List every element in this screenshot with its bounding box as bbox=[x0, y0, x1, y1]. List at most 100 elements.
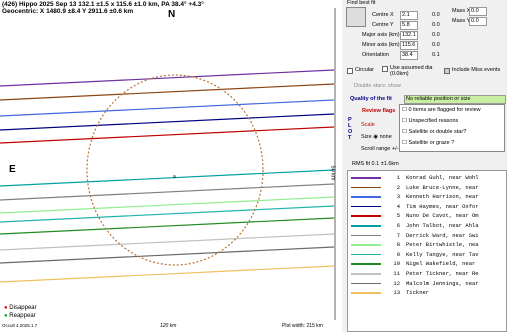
chord bbox=[0, 126, 335, 144]
check-label: Include Miss events bbox=[452, 67, 501, 73]
fit-ellipse bbox=[86, 74, 264, 266]
observer-text: Kenneth Harrison, near bbox=[406, 193, 479, 201]
east: E bbox=[9, 164, 16, 175]
footer-left: Occult 4.2025.1.7 bbox=[2, 323, 38, 328]
observer-text: Derrick Ward, near Swi bbox=[406, 231, 479, 239]
fit-button[interactable] bbox=[346, 7, 366, 27]
footer-mid: 120 km bbox=[160, 323, 177, 329]
field-delta: 0.0 bbox=[432, 22, 440, 28]
observer-swatch bbox=[351, 263, 381, 265]
scroll-label: Scroll range +/- bbox=[361, 146, 399, 152]
field-label: Minor axis (km) bbox=[362, 42, 400, 48]
observer-list: 1 Konrad Guhl, near Wohl 2 Luke Bruce-Lynne… bbox=[347, 170, 507, 332]
review-option[interactable]: ☐ Satellite or double star? bbox=[402, 129, 467, 135]
legend-disappear: ● Disappear bbox=[4, 305, 37, 311]
observer-text: Nuno De Cavot, near Om bbox=[406, 212, 479, 220]
fit-title: Find best fit bbox=[347, 0, 376, 6]
observer-text: Konrad Guhl, near Wohl bbox=[406, 174, 479, 181]
observer-text: Malcolm Jennings, near bbox=[406, 279, 479, 287]
observer-text: Kelly Tangye, near Tav bbox=[406, 250, 479, 258]
observer-swatch bbox=[351, 234, 381, 237]
observer-text: John Talbot, near Ahla bbox=[406, 222, 479, 229]
observer-swatch bbox=[351, 225, 381, 227]
observer-num: 11 bbox=[393, 270, 400, 277]
chord bbox=[0, 99, 335, 117]
scale-label: Scale bbox=[361, 122, 375, 128]
review-option[interactable]: ☐ 0 items are flagged for review bbox=[402, 107, 481, 113]
chord bbox=[0, 217, 335, 235]
review-option[interactable]: ☐ Unspecified reasons bbox=[402, 118, 459, 124]
chord bbox=[0, 183, 335, 201]
observer-swatch bbox=[351, 273, 381, 275]
chord bbox=[0, 265, 335, 283]
review-option[interactable]: ☐ Satellite or graze ? bbox=[402, 140, 455, 146]
chord bbox=[0, 69, 335, 87]
review-label: Review flags bbox=[362, 108, 396, 114]
field-label: Centre X bbox=[372, 12, 394, 18]
chord bbox=[0, 196, 335, 214]
control-panel: Find best fit Centre X 2.1 0.0 Centre Y 5.8 0… bbox=[344, 0, 507, 332]
observer-num: 5 bbox=[396, 212, 400, 220]
quality-select[interactable]: No reliable position or size bbox=[404, 95, 506, 104]
observer-swatch bbox=[351, 186, 381, 189]
observer-num: 4 bbox=[396, 202, 400, 210]
rms: RMS fit 0.1 ±1.6km bbox=[352, 161, 399, 167]
chord bbox=[0, 246, 335, 264]
observer-swatch bbox=[351, 177, 381, 179]
observer-text: Peter Birtwhistle, nea bbox=[406, 241, 479, 249]
field-label: Orientation bbox=[362, 52, 389, 58]
observer-swatch bbox=[351, 282, 381, 285]
footer-right: Plot width: 215 km bbox=[282, 323, 323, 329]
observer-text: Peter Tickner, near Re bbox=[406, 270, 479, 277]
field-input[interactable]: 38.4 bbox=[400, 51, 418, 60]
chord bbox=[0, 113, 335, 131]
checkbox[interactable] bbox=[382, 66, 388, 72]
plot-title: (426) Hippo 2025 Sep 13 132.1 ±1.5 x 115… bbox=[2, 1, 204, 8]
center-label: a bbox=[173, 174, 176, 180]
observer-num: 13 bbox=[393, 289, 400, 297]
field-delta: 0.0 bbox=[432, 32, 440, 38]
field-input[interactable]: 132.1 bbox=[400, 31, 418, 40]
observer-num: 9 bbox=[396, 250, 400, 258]
observer-swatch bbox=[351, 215, 381, 217]
field-delta: 0.0 bbox=[432, 42, 440, 48]
mass-label: Mass Y bbox=[452, 18, 471, 24]
field-label: Centre Y bbox=[372, 22, 394, 28]
chord bbox=[0, 169, 335, 187]
field-input[interactable]: 115.6 bbox=[400, 41, 418, 50]
plot-subtitle: Geocentric: X 1480.9 ±8.4 Y 2911.6 ±0.6 … bbox=[2, 8, 134, 15]
north: N bbox=[168, 9, 176, 20]
checkbox[interactable] bbox=[444, 68, 450, 74]
observer-text: Luke Bruce-Lynne, near bbox=[406, 183, 479, 191]
observer-num: 10 bbox=[393, 260, 400, 268]
observer-text: Tim Haymes, near Oxfor bbox=[406, 202, 479, 210]
observer-swatch bbox=[351, 196, 381, 198]
observer-num: 3 bbox=[396, 193, 400, 201]
review-dropdown[interactable]: ☐ 0 items are flagged for review ☐ Unspec… bbox=[399, 104, 505, 152]
observer-swatch bbox=[351, 292, 381, 294]
field-input[interactable]: 5.8 bbox=[400, 21, 418, 30]
field-delta: 0.0 bbox=[432, 12, 440, 18]
plot-canvas bbox=[0, 8, 336, 320]
side-scale: 50 km bbox=[329, 165, 336, 181]
observer-swatch bbox=[351, 244, 381, 246]
check-label: Use assumed dia (0.0km) bbox=[390, 65, 433, 77]
mass-input[interactable]: 0.0 bbox=[469, 17, 487, 26]
mass-input[interactable]: 0.0 bbox=[469, 7, 487, 16]
mass-label: Mass X bbox=[452, 8, 471, 14]
observer-swatch bbox=[351, 253, 381, 256]
double-stars: Double stars: show bbox=[354, 83, 401, 89]
size-label: Size ◉ none bbox=[361, 134, 392, 140]
checkbox[interactable] bbox=[347, 68, 353, 74]
observer-num: 8 bbox=[396, 241, 400, 249]
chord bbox=[0, 205, 335, 223]
observer-num: 12 bbox=[393, 279, 400, 287]
field-label: Major axis (km) bbox=[362, 32, 400, 38]
plot-area: (426) Hippo 2025 Sep 13 132.1 ±1.5 x 115… bbox=[0, 0, 342, 332]
observer-num: 6 bbox=[396, 222, 400, 229]
observer-num: 1 bbox=[396, 174, 400, 181]
chord bbox=[0, 233, 335, 251]
observer-text: Nigel Wakefield, near bbox=[406, 260, 476, 268]
field-input[interactable]: 2.1 bbox=[400, 11, 418, 20]
